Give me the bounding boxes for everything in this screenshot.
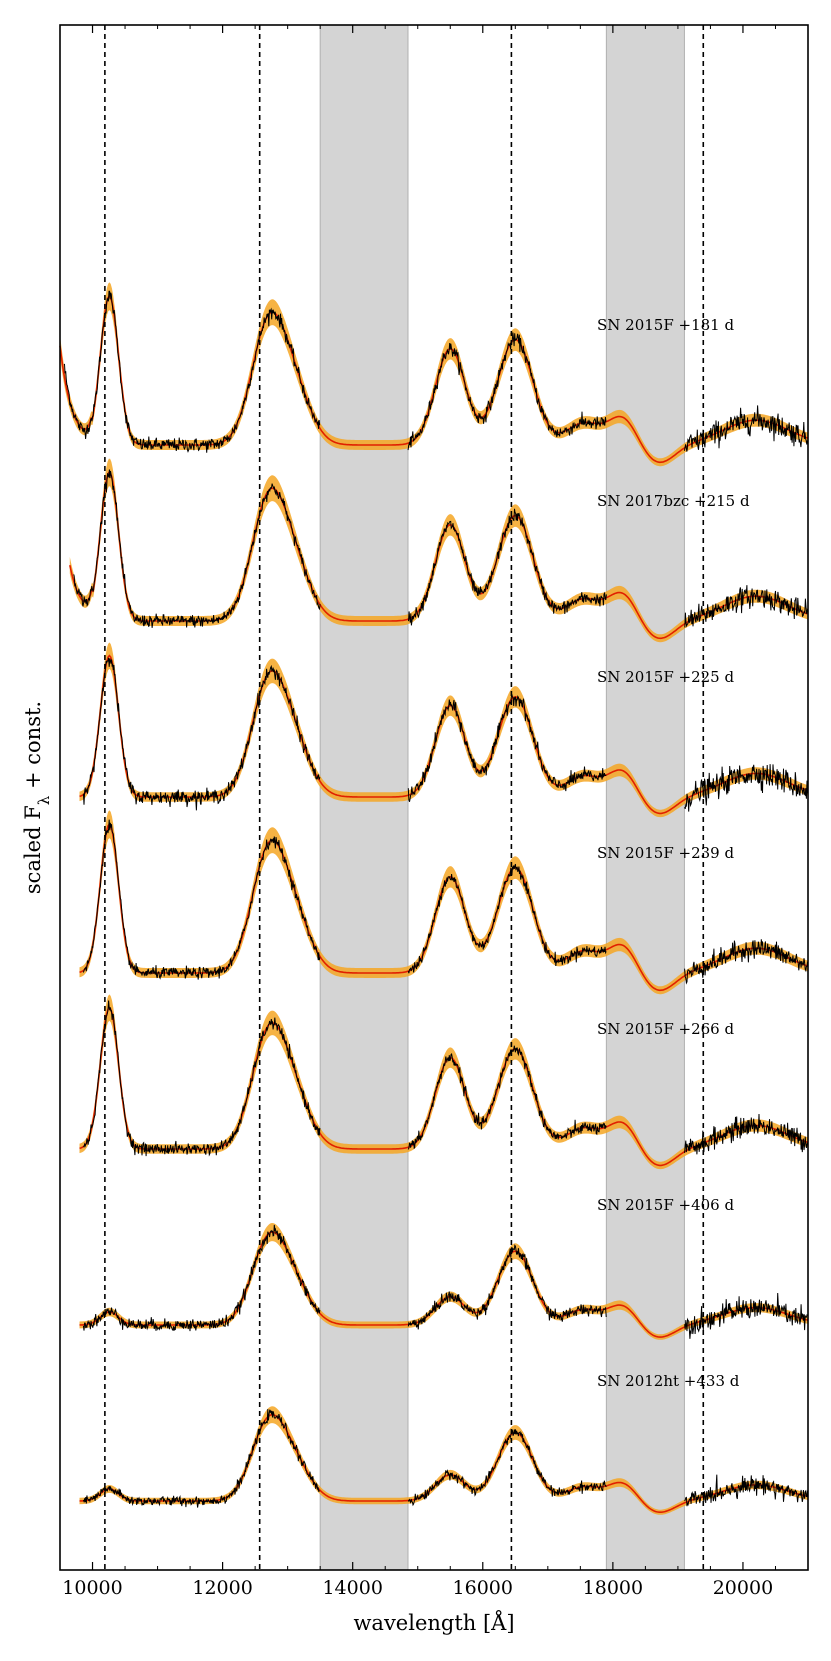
observed-spectrum-segment [408,508,607,626]
spectrum-label: SN 2015F +225 d [597,668,734,686]
spectrum-4 [79,810,809,995]
observed-spectrum-segment [82,1408,320,1508]
observed-spectrum-segment [407,1428,607,1507]
observed-spectrum-segment [407,1244,607,1330]
x-axis-label: wavelength [Å] [353,1610,514,1635]
spectrum-label: SN 2015F +181 d [597,316,734,334]
observed-spectrum-segment [407,1045,607,1150]
observed-spectrum-segment [82,1224,321,1332]
spectra-series [59,282,809,1515]
y-axis-label-main: scaled F [21,805,45,894]
observed-spectrum-segment [684,585,809,628]
reference-lines [104,25,705,1570]
x-tick-label: 18000 [583,1577,643,1599]
observed-spectrum-segment [82,819,321,980]
observed-spectrum-segment [684,1474,808,1507]
model-uncertainty-band [79,810,808,995]
plot-frame [59,24,809,1571]
observed-spectrum-segment [407,863,607,974]
spectrum-labels: SN 2015F +181 d SN 2017bzc +215 d SN 2015F… [597,316,750,1390]
y-axis-label: scaled Fλ + const. [21,701,53,894]
spectrum-label: SN 2012ht +433 d [597,1372,740,1390]
model-uncertainty-band [79,1223,808,1340]
observed-spectrum-segment [73,469,321,628]
observed-spectrum-segment [683,405,809,452]
observed-spectrum-segment [407,332,607,451]
observed-spectrum-segment [684,1113,808,1155]
model-uncertainty-band [60,282,808,467]
x-tick-label: 10000 [62,1577,122,1599]
spectrum-label: SN 2017bzc +215 d [597,492,750,510]
observed-spectrum-segment [63,290,321,453]
spectrum-3 [79,642,809,818]
model-line [79,1231,809,1338]
spectrum-7 [79,1406,809,1515]
spectrum-2 [69,458,809,643]
telluric-band [605,24,685,1571]
y-axis-label-subscript: λ [35,795,53,805]
observed-spectrum-segment [684,764,808,812]
x-tick-label: 20000 [713,1577,773,1599]
observed-spectrum-segment [82,657,321,811]
spectrum-6 [79,1223,809,1340]
observed-spectrum-segment [684,939,808,985]
x-tick-label: 16000 [453,1577,513,1599]
x-axis: 10000 12000 14000 16000 18000 20000 [59,25,809,1599]
spectrum-label: SN 2015F +266 d [597,1020,734,1038]
spectrum-1 [59,282,809,467]
observed-spectrum-segment [83,1000,321,1157]
y-axis-label-suffix: + const. [21,701,45,796]
x-tick-label: 14000 [322,1577,382,1599]
x-tick-label: 12000 [192,1577,252,1599]
spectrum-label: SN 2015F +239 d [597,844,734,862]
observed-spectrum-segment [407,694,607,802]
observed-spectrum-segment [684,1292,808,1339]
model-uncertainty-band [79,1406,808,1515]
spectrum-5 [79,994,809,1170]
spectrum-label: SN 2015F +406 d [597,1196,734,1214]
